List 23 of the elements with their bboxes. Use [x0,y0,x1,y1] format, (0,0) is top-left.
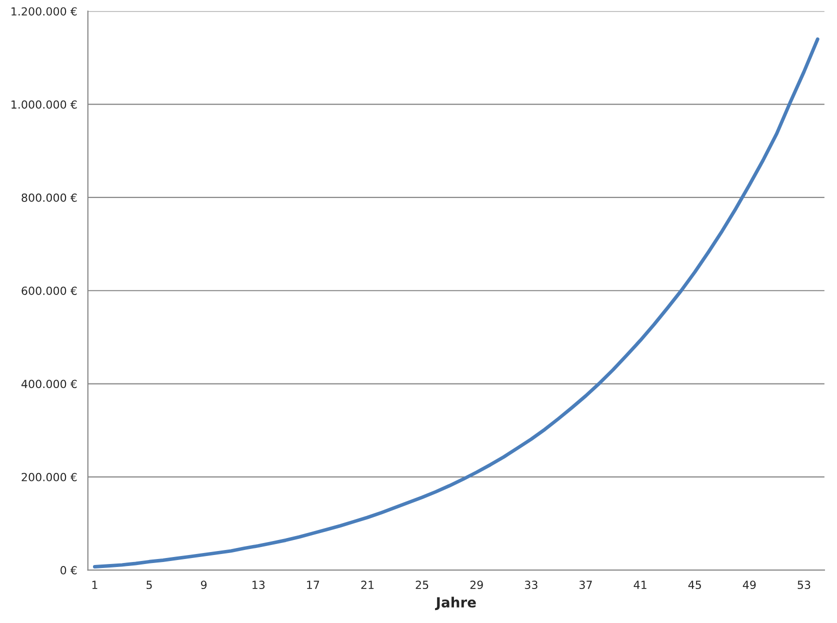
x-tick-label: 25 [416,580,428,590]
x-tick-label: 17 [307,580,320,589]
x-tick-label: 49 [742,580,756,590]
x-tick-label: 45 [688,580,701,590]
y-tick-label: 800.000 € [22,193,77,202]
y-tick-label: 400.000 € [21,380,77,388]
x-tick-label: 41 [634,580,646,589]
x-tick-label: 29 [470,580,483,590]
y-tick-label: 200.000 € [22,472,77,482]
line-series [92,37,820,569]
x-tick-label: 37 [580,580,592,590]
x-axis-title: Jahre [435,596,476,610]
y-tick-label: 0 € [60,566,77,574]
x-tick-label: 21 [361,580,374,589]
y-tick-label: 1.000.000 € [12,100,77,109]
x-tick-label: 5 [146,580,152,590]
y-tick-label: 1.200.000 € [12,7,77,16]
x-tick-label: 33 [524,580,538,590]
x-tick-label: 9 [200,580,207,590]
y-tick-label: 600.000 € [22,286,77,296]
x-tick-label: 13 [252,580,265,590]
x-tick-label: 1 [92,580,98,589]
x-tick-label: 53 [798,580,810,590]
